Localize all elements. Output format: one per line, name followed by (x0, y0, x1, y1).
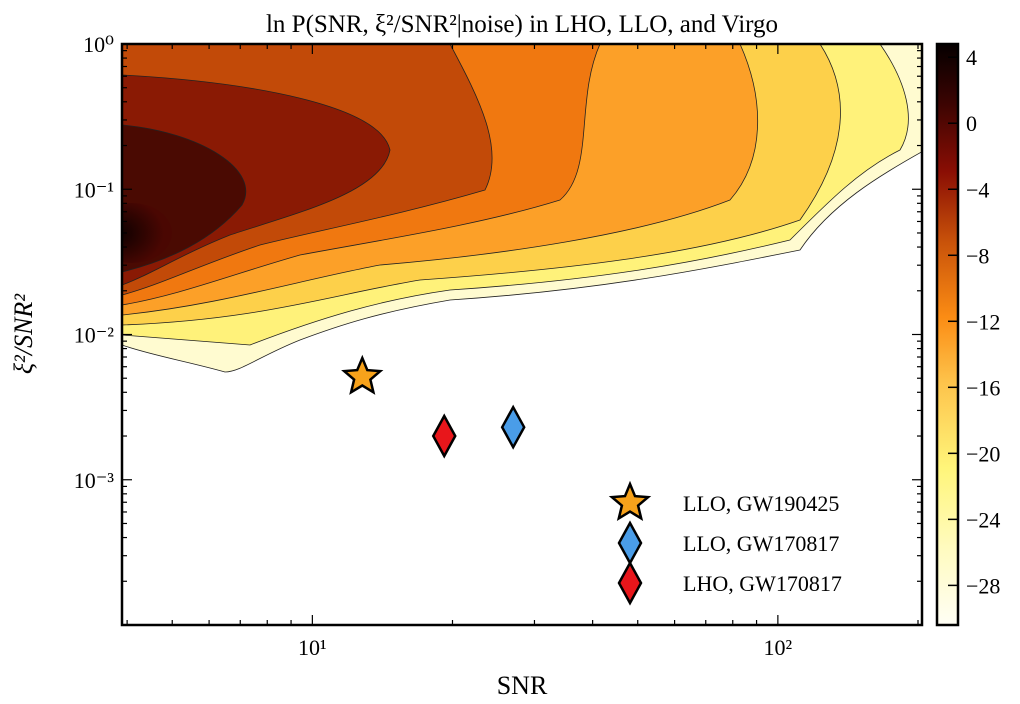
markers (341, 354, 526, 459)
colorbar-tick-label: −8 (966, 243, 989, 268)
legend: LLO, GW190425 LLO, GW170817 LHO, GW170817 (608, 480, 842, 606)
x-tick-label: 10² (764, 635, 793, 660)
colorbar-tick-label: 0 (966, 111, 977, 136)
legend-marker-diamond (617, 520, 643, 566)
colorbar: 4 0 −4 −8 −12 −16 −20 −24 −28 (935, 42, 1000, 627)
y-tick-label: 10⁻² (74, 323, 115, 348)
y-tick-label: 10⁰ (83, 32, 114, 57)
legend-label: LLO, GW190425 (683, 491, 839, 516)
colorbar-ticks: 4 0 −4 −8 −12 −16 −20 −24 −28 (948, 45, 1000, 598)
colorbar-tick-label: −28 (966, 573, 1000, 598)
chart-title: ln P(SNR, ξ²/SNR²|noise) in LHO, LLO, an… (266, 11, 778, 38)
axes: 10¹ 10² 10⁰ 10⁻¹ 10⁻² 10⁻³ (74, 32, 922, 660)
data-point-diamond (500, 404, 526, 450)
y-tick-label: 10⁻¹ (74, 177, 114, 202)
colorbar-gradient (935, 42, 960, 627)
colorbar-tick-label: −20 (966, 441, 1000, 466)
y-tick-label: 10⁻³ (74, 468, 115, 493)
legend-marker-star (608, 480, 652, 522)
colorbar-tick-label: −16 (966, 375, 1000, 400)
colorbar-tick-label: 4 (966, 45, 977, 70)
data-point-diamond (431, 413, 457, 459)
heatmap (122, 44, 922, 373)
legend-label: LLO, GW170817 (683, 531, 839, 556)
y-axis-label: ξ²/SNR² (9, 293, 38, 374)
colorbar-tick-label: −4 (966, 177, 989, 202)
colorbar-tick-label: −24 (966, 507, 1000, 532)
legend-marker-diamond (617, 560, 643, 606)
density-core (122, 203, 172, 263)
x-tick-label: 10¹ (298, 635, 327, 660)
colorbar-tick-label: −12 (966, 309, 1000, 334)
x-axis-label: SNR (497, 671, 548, 699)
legend-label: LHO, GW170817 (683, 571, 842, 596)
data-point-star (341, 354, 384, 395)
